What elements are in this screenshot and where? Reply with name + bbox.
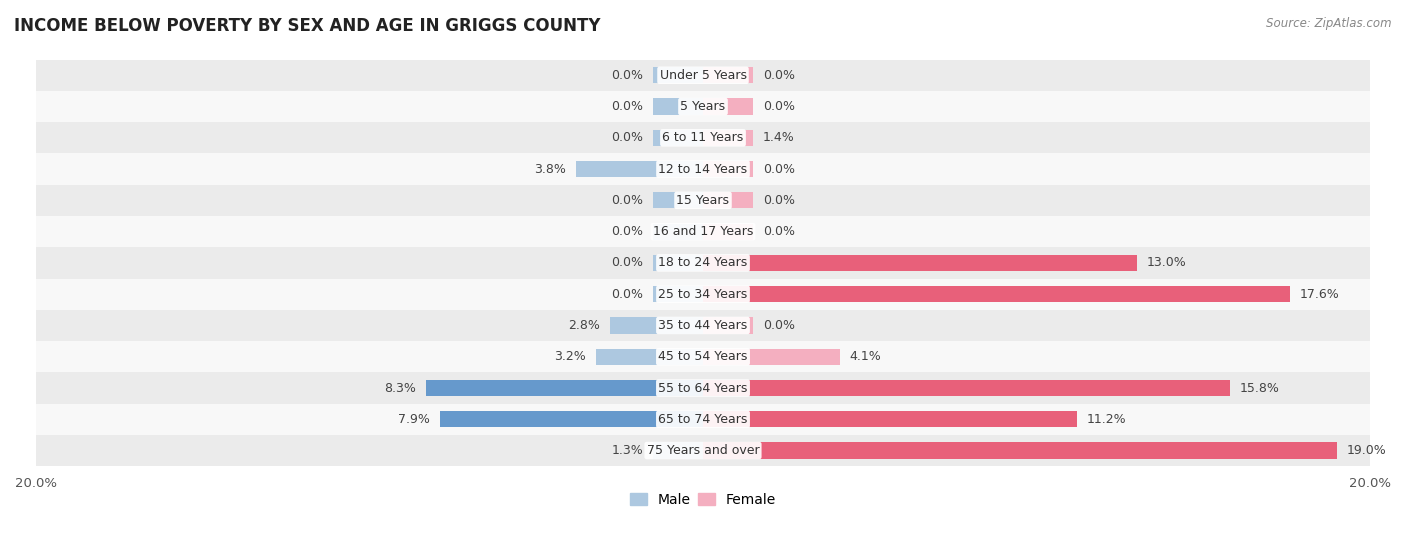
Text: 65 to 74 Years: 65 to 74 Years <box>658 413 748 426</box>
Text: 35 to 44 Years: 35 to 44 Years <box>658 319 748 332</box>
Text: 0.0%: 0.0% <box>612 194 643 207</box>
Bar <box>37 403 1369 435</box>
Text: 16 and 17 Years: 16 and 17 Years <box>652 225 754 238</box>
Bar <box>37 372 1369 403</box>
Text: 8.3%: 8.3% <box>384 382 416 395</box>
Bar <box>703 161 754 177</box>
Text: Under 5 Years: Under 5 Years <box>659 69 747 82</box>
Bar <box>652 193 703 209</box>
Bar <box>37 60 1369 91</box>
Bar <box>652 286 703 302</box>
Bar <box>703 286 1289 302</box>
Bar <box>703 349 839 365</box>
Text: 75 Years and over: 75 Years and over <box>647 444 759 457</box>
Text: 2.8%: 2.8% <box>568 319 599 332</box>
Text: 0.0%: 0.0% <box>763 319 794 332</box>
Bar <box>37 185 1369 216</box>
Bar <box>652 224 703 240</box>
Text: 0.0%: 0.0% <box>612 288 643 301</box>
Bar <box>37 153 1369 185</box>
Text: 6 to 11 Years: 6 to 11 Years <box>662 131 744 145</box>
Bar <box>703 193 754 209</box>
Bar <box>703 318 754 334</box>
Bar <box>703 255 1136 271</box>
Text: 0.0%: 0.0% <box>612 100 643 113</box>
Text: 3.8%: 3.8% <box>534 162 567 176</box>
Bar <box>610 318 703 334</box>
Bar <box>652 442 703 459</box>
Bar <box>426 380 703 396</box>
Bar <box>703 380 1230 396</box>
Bar <box>576 161 703 177</box>
Text: 15.8%: 15.8% <box>1240 382 1279 395</box>
Text: Source: ZipAtlas.com: Source: ZipAtlas.com <box>1267 17 1392 30</box>
Text: 25 to 34 Years: 25 to 34 Years <box>658 288 748 301</box>
Bar <box>37 91 1369 122</box>
Text: 13.0%: 13.0% <box>1146 257 1187 270</box>
Text: 1.4%: 1.4% <box>763 131 794 145</box>
Bar <box>37 278 1369 310</box>
Bar <box>703 67 754 83</box>
Text: 3.2%: 3.2% <box>554 350 586 363</box>
Bar <box>703 98 754 115</box>
Text: 0.0%: 0.0% <box>612 257 643 270</box>
Bar <box>652 98 703 115</box>
Text: 0.0%: 0.0% <box>612 69 643 82</box>
Text: 5 Years: 5 Years <box>681 100 725 113</box>
Bar <box>703 224 754 240</box>
Text: 15 Years: 15 Years <box>676 194 730 207</box>
Text: 0.0%: 0.0% <box>612 225 643 238</box>
Text: 0.0%: 0.0% <box>612 131 643 145</box>
Bar <box>440 411 703 427</box>
Bar <box>37 435 1369 466</box>
Text: 19.0%: 19.0% <box>1347 444 1386 457</box>
Bar <box>652 129 703 146</box>
Text: 55 to 64 Years: 55 to 64 Years <box>658 382 748 395</box>
Bar <box>37 341 1369 372</box>
Text: 0.0%: 0.0% <box>763 100 794 113</box>
Text: 17.6%: 17.6% <box>1301 288 1340 301</box>
Text: 0.0%: 0.0% <box>763 162 794 176</box>
Bar <box>37 247 1369 278</box>
Text: 4.1%: 4.1% <box>849 350 882 363</box>
Bar <box>37 310 1369 341</box>
Text: 12 to 14 Years: 12 to 14 Years <box>658 162 748 176</box>
Text: 11.2%: 11.2% <box>1087 413 1126 426</box>
Bar <box>37 216 1369 247</box>
Bar <box>703 411 1077 427</box>
Bar <box>703 442 1337 459</box>
Text: 0.0%: 0.0% <box>763 69 794 82</box>
Bar <box>596 349 703 365</box>
Text: 45 to 54 Years: 45 to 54 Years <box>658 350 748 363</box>
Text: 0.0%: 0.0% <box>763 225 794 238</box>
Bar <box>703 129 754 146</box>
Text: 7.9%: 7.9% <box>398 413 429 426</box>
Text: 18 to 24 Years: 18 to 24 Years <box>658 257 748 270</box>
Text: 0.0%: 0.0% <box>763 194 794 207</box>
Legend: Male, Female: Male, Female <box>624 487 782 512</box>
Bar <box>37 122 1369 153</box>
Bar <box>652 67 703 83</box>
Text: 1.3%: 1.3% <box>612 444 643 457</box>
Text: INCOME BELOW POVERTY BY SEX AND AGE IN GRIGGS COUNTY: INCOME BELOW POVERTY BY SEX AND AGE IN G… <box>14 17 600 35</box>
Bar <box>652 255 703 271</box>
